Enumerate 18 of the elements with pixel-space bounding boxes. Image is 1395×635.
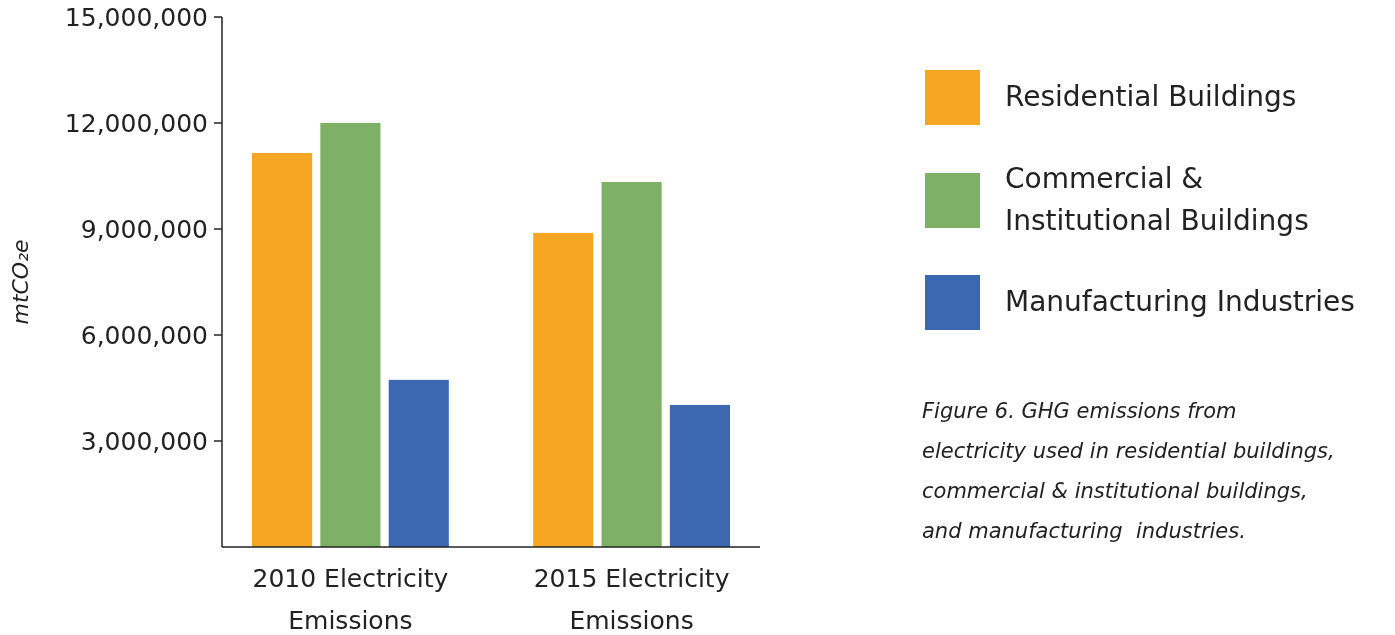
bar [252, 153, 313, 547]
y-tick-label: 9,000,000 [80, 214, 208, 244]
bar [669, 404, 730, 547]
y-tick-label: 15,000,000 [64, 2, 208, 32]
bar [533, 232, 594, 547]
legend-label: Manufacturing Industries [1005, 285, 1355, 318]
y-tick-label: 3,000,000 [80, 426, 208, 456]
y-tick-label: 6,000,000 [80, 320, 208, 350]
legend-label: Residential Buildings [1005, 80, 1297, 113]
x-tick-label: 2010 Electricity Emissions [252, 564, 449, 635]
legend-label: Commercial & Institutional Buildings [1005, 162, 1309, 237]
bar [320, 123, 381, 547]
y-axis-title: mtCO₂e [8, 239, 33, 325]
x-tick-label: 2015 Electricity Emissions [533, 564, 730, 635]
bar [601, 182, 662, 547]
y-tick-label: 12,000,000 [64, 108, 208, 138]
bar [388, 379, 449, 547]
caption: Figure 6. GHG emissions from electricity used in residential buildings, commercial & institutional buildings, and manufacturing industries. [922, 399, 1335, 543]
